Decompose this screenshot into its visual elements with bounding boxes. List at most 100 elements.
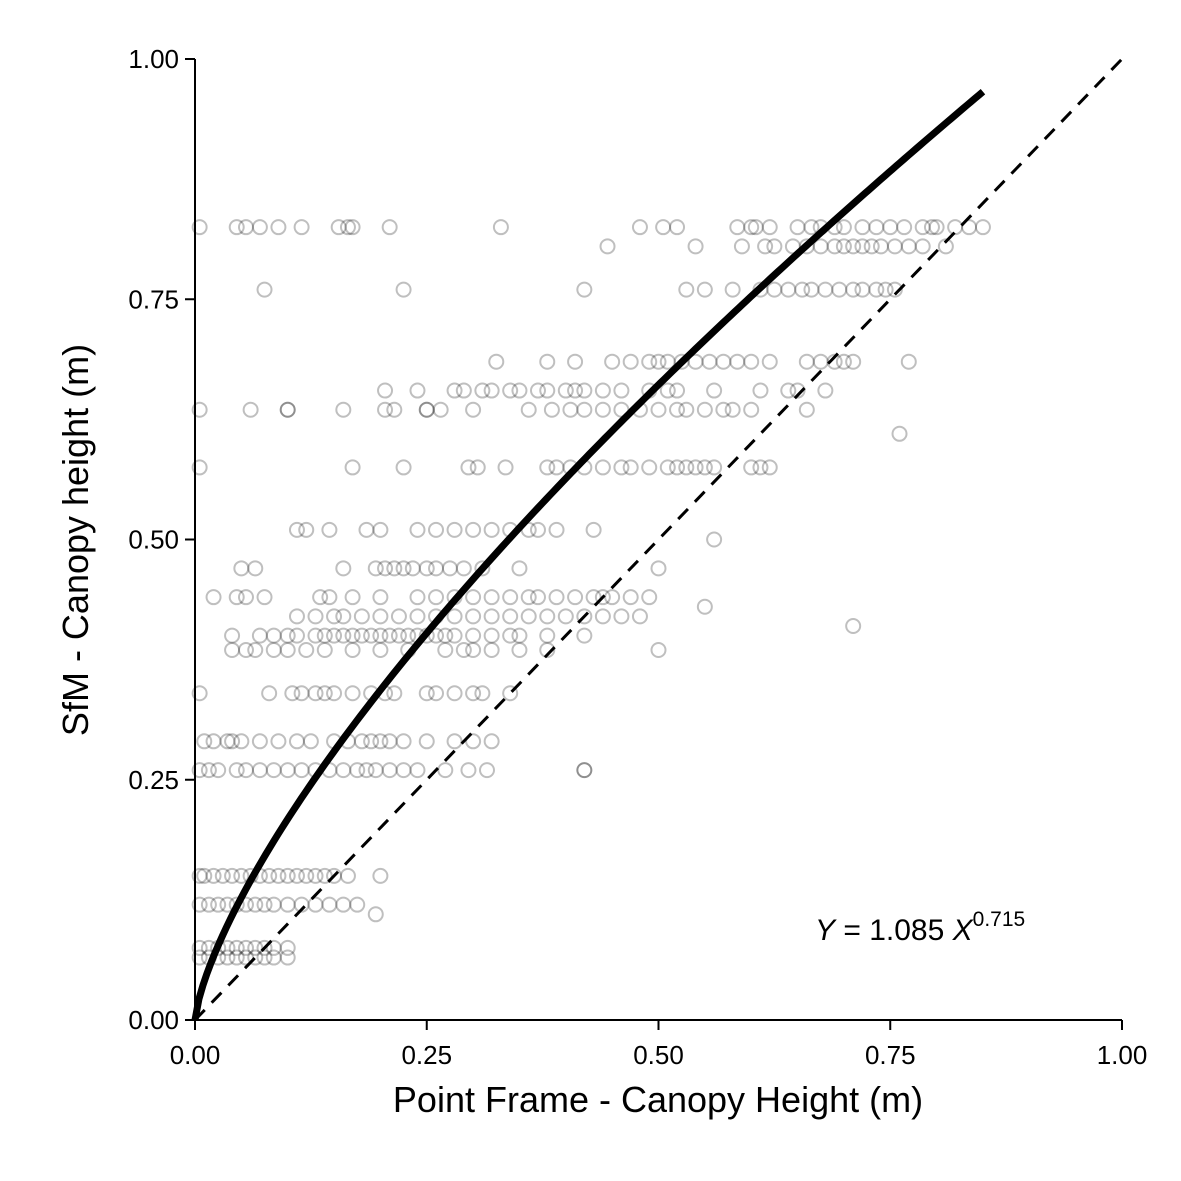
- data-point: [446, 608, 463, 625]
- data-point: [511, 642, 528, 659]
- data-point: [696, 401, 713, 418]
- data-point: [826, 353, 843, 370]
- data-point: [872, 238, 889, 255]
- data-point: [251, 733, 268, 750]
- data-point: [761, 459, 778, 476]
- data-point: [854, 238, 871, 255]
- data-point: [418, 401, 435, 418]
- data-point: [576, 762, 593, 779]
- data-point: [789, 219, 806, 236]
- data-point: [363, 733, 380, 750]
- data-point: [604, 353, 621, 370]
- y-tick-label: 0.25: [128, 765, 179, 795]
- reference-line-layer: [193, 57, 1124, 1022]
- data-point: [265, 762, 282, 779]
- data-point: [715, 353, 732, 370]
- data-point: [497, 459, 514, 476]
- data-point: [210, 896, 227, 913]
- data-point: [511, 382, 528, 399]
- data-point: [279, 867, 296, 884]
- data-point: [404, 560, 421, 577]
- data-point: [418, 401, 435, 418]
- data-point: [321, 589, 338, 606]
- data-point: [344, 589, 361, 606]
- data-point: [377, 560, 394, 577]
- data-point: [826, 238, 843, 255]
- data-point: [706, 382, 723, 399]
- data-point: [191, 459, 208, 476]
- data-point: [474, 685, 491, 702]
- data-point: [520, 401, 537, 418]
- data-point: [696, 598, 713, 615]
- data-point: [585, 521, 602, 538]
- data-point: [237, 219, 254, 236]
- data-point: [288, 733, 305, 750]
- data-point: [659, 382, 676, 399]
- data-point: [247, 560, 264, 577]
- data-point: [316, 685, 333, 702]
- fit-curve-layer: [191, 89, 986, 1021]
- data-point: [655, 219, 672, 236]
- data-point: [868, 219, 885, 236]
- data-point: [474, 560, 491, 577]
- data-point: [455, 560, 472, 577]
- data-point: [261, 867, 278, 884]
- y-tick-label: 0.75: [128, 284, 179, 314]
- data-point: [446, 521, 463, 538]
- data-point: [293, 685, 310, 702]
- equation-exponent: 0.715: [973, 908, 1026, 931]
- data-point: [265, 939, 282, 956]
- data-point: [390, 608, 407, 625]
- data-point: [743, 459, 760, 476]
- data-point: [455, 642, 472, 659]
- data-point: [650, 642, 667, 659]
- data-point: [409, 589, 426, 606]
- data-point: [747, 219, 764, 236]
- data-point: [613, 459, 630, 476]
- data-point: [914, 219, 931, 236]
- data-point: [349, 896, 366, 913]
- data-point: [247, 896, 264, 913]
- data-point: [622, 589, 639, 606]
- data-point: [659, 353, 676, 370]
- data-point: [409, 608, 426, 625]
- data-point: [288, 867, 305, 884]
- data-point: [228, 762, 245, 779]
- data-point: [400, 627, 417, 644]
- data-point: [900, 238, 917, 255]
- data-point: [191, 949, 208, 966]
- data-point: [307, 627, 324, 644]
- data-point: [743, 219, 760, 236]
- data-point: [483, 382, 500, 399]
- data-point: [687, 353, 704, 370]
- data-point: [251, 762, 268, 779]
- data-point: [585, 589, 602, 606]
- data-point: [483, 733, 500, 750]
- data-point: [465, 589, 482, 606]
- x-axis-title: Point Frame - Canopy Height (m): [393, 1079, 923, 1120]
- tick-labels-layer: 0.00 0.25 0.50 0.75 1.00 0.00 0.25 0.50 0.75 1.00: [128, 44, 1147, 1070]
- data-point: [673, 353, 690, 370]
- data-point: [696, 281, 713, 298]
- data-point: [766, 281, 783, 298]
- data-point: [312, 589, 329, 606]
- data-point: [576, 281, 593, 298]
- data-point: [706, 531, 723, 548]
- data-point: [372, 627, 389, 644]
- data-point: [279, 401, 296, 418]
- data-point: [896, 219, 913, 236]
- data-point: [256, 589, 273, 606]
- data-point: [914, 238, 931, 255]
- data-point: [937, 238, 954, 255]
- data-point: [947, 219, 964, 236]
- data-point: [886, 238, 903, 255]
- data-point: [256, 939, 273, 956]
- data-point: [854, 281, 871, 298]
- data-point: [228, 949, 245, 966]
- data-point: [200, 896, 217, 913]
- data-point: [465, 627, 482, 644]
- data-point: [353, 608, 370, 625]
- data-point: [465, 521, 482, 538]
- data-point: [650, 401, 667, 418]
